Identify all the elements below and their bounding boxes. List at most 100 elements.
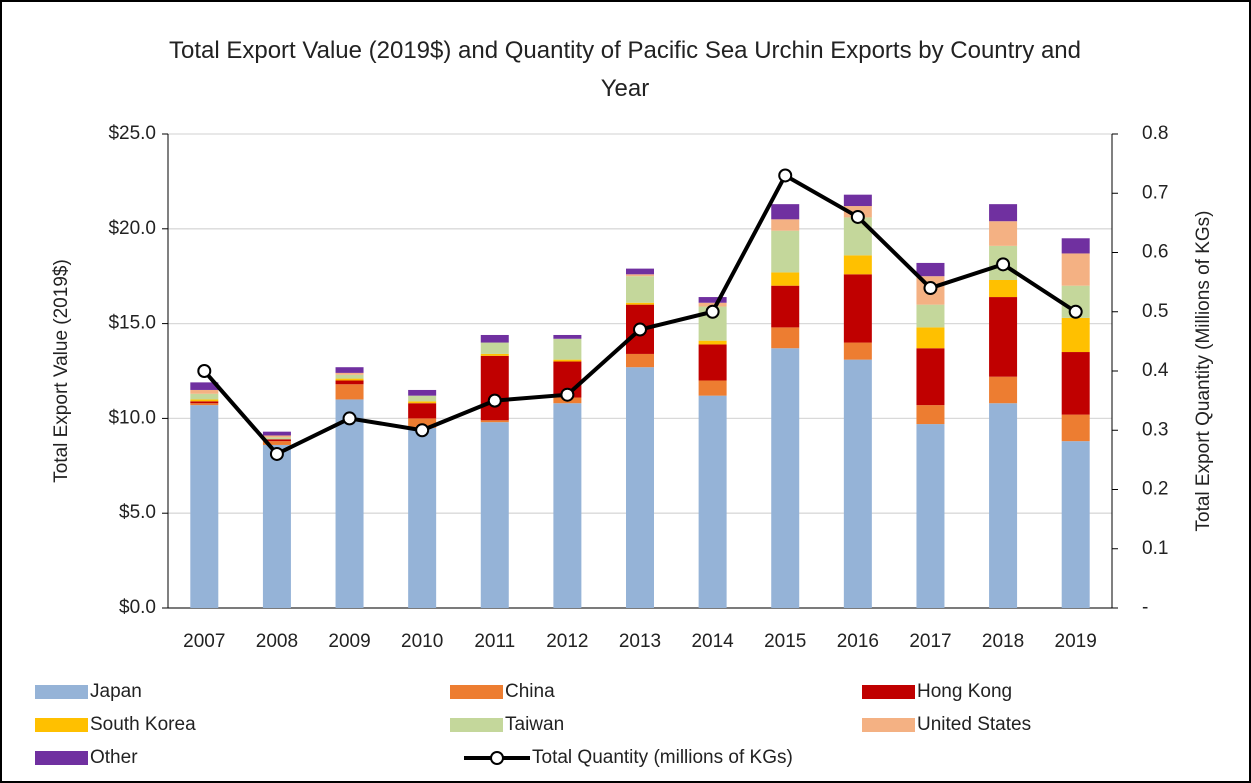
legend-marker bbox=[490, 751, 504, 765]
x-tick-label: 2014 bbox=[691, 631, 734, 652]
y2-tick-label: 0.6 bbox=[1142, 242, 1168, 263]
y2-tick-label: - bbox=[1142, 597, 1148, 618]
bar-segment bbox=[335, 380, 364, 385]
legend-label: South Korea bbox=[90, 714, 196, 735]
bar-segment bbox=[262, 437, 291, 440]
line-marker bbox=[850, 209, 865, 224]
bar-segment bbox=[1061, 414, 1090, 442]
x-tick-label: 2009 bbox=[328, 631, 370, 652]
legend-label: Other bbox=[90, 747, 138, 768]
chart-title: Total Export Value (2019$) and Quantity … bbox=[168, 37, 1082, 102]
x-tick-label: 2012 bbox=[546, 631, 588, 652]
bar-segment bbox=[262, 439, 291, 442]
bar-segment bbox=[190, 405, 219, 608]
y2-tick-label: 0.4 bbox=[1142, 360, 1169, 381]
line-marker bbox=[415, 423, 430, 438]
line-marker bbox=[705, 304, 720, 319]
bar-segment bbox=[408, 389, 437, 396]
bar-segment bbox=[916, 405, 945, 425]
bar-segment bbox=[916, 262, 945, 277]
y2-tick-label: 0.2 bbox=[1142, 479, 1168, 500]
bar-segment bbox=[553, 359, 582, 362]
bar-segment bbox=[771, 219, 800, 231]
bar-segment bbox=[335, 399, 364, 608]
bar-segment bbox=[1061, 317, 1090, 353]
x-tick-label: 2007 bbox=[183, 631, 225, 652]
line-marker bbox=[996, 257, 1011, 272]
bar-segment bbox=[335, 372, 364, 375]
legend-label: Hong Kong bbox=[917, 681, 1012, 702]
bar-segment bbox=[480, 355, 509, 421]
bar-segment bbox=[408, 395, 437, 402]
line-marker bbox=[1068, 304, 1083, 319]
bar-segment bbox=[989, 279, 1018, 298]
bar-segment bbox=[1061, 352, 1090, 415]
y2-tick-label: 0.1 bbox=[1142, 538, 1168, 559]
line-marker bbox=[269, 446, 284, 461]
bar-segment bbox=[553, 403, 582, 608]
y-tick-label: $20.0 bbox=[108, 218, 156, 239]
bar-segment bbox=[843, 194, 872, 207]
bar-segment bbox=[480, 353, 509, 356]
legend-label: Taiwan bbox=[505, 714, 564, 735]
bar-segment bbox=[626, 367, 654, 608]
bar-segment bbox=[408, 427, 437, 608]
bar-segment bbox=[989, 221, 1018, 246]
bar-segment bbox=[916, 327, 945, 349]
bar-segment bbox=[916, 304, 945, 328]
x-tick-label: 2013 bbox=[619, 631, 661, 652]
x-tick-label: 2010 bbox=[401, 631, 443, 652]
bar-segment bbox=[1061, 238, 1090, 254]
bar-segment bbox=[335, 374, 364, 379]
bar-segment bbox=[843, 274, 872, 343]
y-axis-label: Total Export Value (2019$) bbox=[51, 259, 72, 483]
bar-segment bbox=[1061, 441, 1090, 608]
y-tick-label: $0.0 bbox=[119, 597, 156, 618]
bar-segment bbox=[335, 367, 364, 373]
line-marker bbox=[197, 364, 212, 378]
y2-tick-label: 0.3 bbox=[1142, 419, 1168, 440]
bar-segment bbox=[916, 348, 945, 406]
y2-tick-label: 0.7 bbox=[1142, 182, 1168, 203]
bar-segment bbox=[480, 422, 509, 608]
bar-segment bbox=[262, 441, 291, 445]
bar-segment bbox=[698, 302, 727, 307]
bar-segment bbox=[408, 418, 437, 428]
bar-segment bbox=[626, 274, 654, 277]
bar-segment bbox=[698, 340, 727, 345]
legend-swatch bbox=[35, 718, 88, 732]
bar-segment bbox=[698, 297, 727, 303]
y-tick-label: $25.0 bbox=[108, 123, 156, 144]
x-tick-label: 2018 bbox=[982, 631, 1024, 652]
line-marker bbox=[633, 322, 647, 337]
bar-segment bbox=[989, 297, 1018, 377]
bar-segment bbox=[698, 395, 727, 608]
bar-segment bbox=[408, 401, 437, 404]
bar-segment bbox=[190, 382, 219, 390]
bar-segment bbox=[553, 334, 582, 339]
x-tick-label: 2017 bbox=[909, 631, 951, 652]
x-tick-label: 2019 bbox=[1055, 631, 1097, 652]
y2-axis-label: Total Export Quantity (Millions of KGs) bbox=[1193, 211, 1214, 532]
legend-label: China bbox=[505, 681, 555, 702]
bar-segment bbox=[1061, 253, 1090, 286]
bar-segment bbox=[626, 302, 654, 305]
bar-segment bbox=[335, 384, 364, 400]
bar-segment bbox=[480, 420, 509, 423]
bar-segment bbox=[190, 403, 219, 406]
bar-segment bbox=[771, 348, 800, 608]
bar-segment bbox=[771, 272, 800, 286]
y-tick-label: $15.0 bbox=[108, 313, 156, 334]
legend-label: Total Quantity (millions of KGs) bbox=[532, 747, 793, 768]
bar-segment bbox=[771, 204, 800, 220]
bar-segment bbox=[626, 268, 654, 275]
bar-segment bbox=[480, 334, 509, 343]
bar-segment bbox=[771, 230, 800, 273]
bar-segment bbox=[626, 353, 654, 368]
bar-segment bbox=[190, 389, 219, 394]
y2-tick-label: 0.5 bbox=[1142, 301, 1168, 322]
legend-swatch bbox=[862, 718, 915, 732]
line-marker bbox=[342, 411, 357, 426]
x-tick-label: 2011 bbox=[474, 631, 515, 652]
